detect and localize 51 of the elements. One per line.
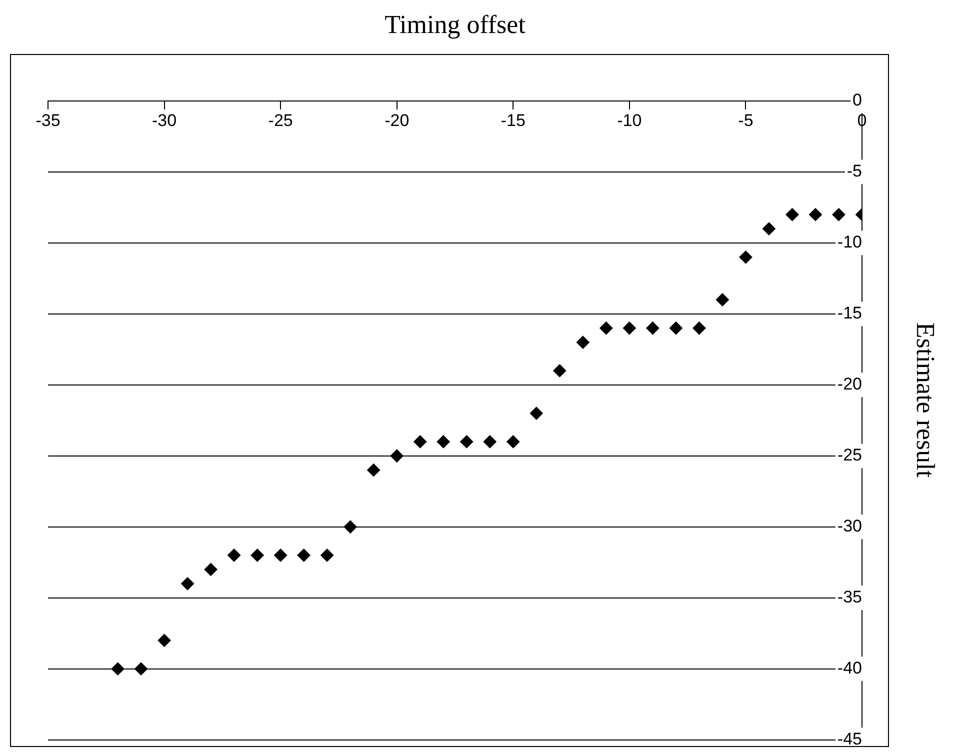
x-tick-label: -35 [36,110,60,130]
point [483,435,496,448]
point [320,548,334,562]
y-tick-label: -20 [837,374,862,394]
y-tick-label: -25 [837,446,862,465]
point [344,520,357,534]
x-tick-label: -10 [617,110,642,130]
y-tick-label: -5 [846,162,862,181]
point [530,406,543,420]
x-tick-label: -5 [738,110,754,130]
x-tick-label: -20 [384,110,410,130]
point [832,208,846,222]
point [669,322,682,335]
y-axis-title: Estimate result [911,322,940,478]
x-tick-label: -25 [268,110,293,130]
point [390,449,404,462]
point [506,435,520,448]
point [274,548,288,562]
point [646,322,660,335]
point [414,435,427,448]
point [600,322,613,335]
point [204,562,218,576]
y-tick-label: 0 [852,90,862,110]
point [367,464,380,477]
point [134,662,148,676]
point [553,364,566,378]
x-axis-title: Timing offset [384,10,526,39]
y-tick-label: -10 [837,232,862,252]
point [716,293,729,306]
point [111,662,124,676]
point [786,208,799,222]
point [576,336,590,349]
point [228,548,241,562]
point [739,250,752,264]
point [460,435,474,448]
point [762,222,776,236]
y-tick-label: -40 [837,658,862,678]
point [808,208,822,222]
point [297,548,310,562]
x-tick-label: -15 [500,110,526,130]
point [622,322,636,335]
point [158,634,171,647]
y-tick-label: -35 [837,588,862,607]
point [692,322,706,335]
point [250,548,264,562]
y-tick-label: -45 [837,729,862,748]
y-tick-label: -30 [837,516,862,536]
y-tick-label: -15 [837,304,862,323]
point [181,577,194,590]
x-tick-label: -30 [152,110,177,130]
point [436,435,450,448]
